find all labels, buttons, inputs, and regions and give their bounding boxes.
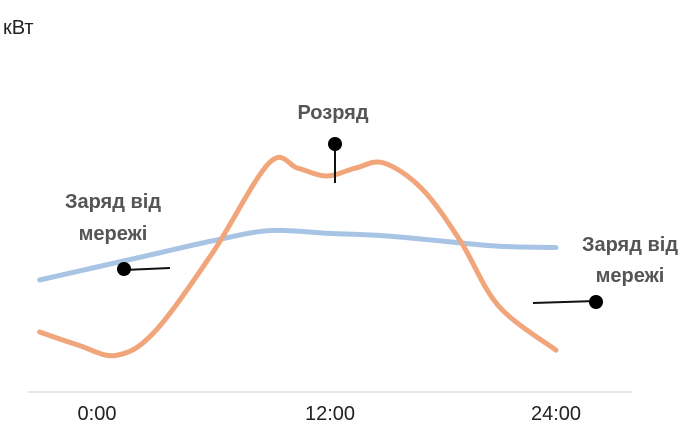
annotation-charge-right: Заряд від мережі [532, 234, 678, 309]
annotation-label: мережі [596, 265, 665, 287]
annotation-label: Заряд від [65, 191, 161, 213]
annotation-label: Розряд [297, 102, 368, 124]
annotation-marker [117, 262, 131, 276]
annotation-marker [328, 137, 342, 151]
series-line-blue [37, 227, 559, 283]
annotation-discharge: Розряд [297, 102, 369, 183]
y-axis-label: кВт [3, 17, 34, 39]
series-line-orange [37, 154, 559, 359]
annotation-label: мережі [79, 223, 148, 245]
annotation-charge-left: Заряд від мережі [65, 191, 171, 276]
annotation-leader [532, 300, 597, 304]
x-tick-label: 24:00 [531, 403, 581, 424]
annotation-marker [589, 295, 603, 309]
annotation-label: Заряд від [582, 234, 678, 256]
x-tick-label: 12:00 [305, 403, 355, 424]
annotation-leader [123, 267, 171, 271]
x-tick-label: 0:00 [78, 403, 117, 424]
x-axis-ticks: 0:00 12:00 24:00 [78, 403, 582, 424]
series-layer [37, 154, 559, 359]
